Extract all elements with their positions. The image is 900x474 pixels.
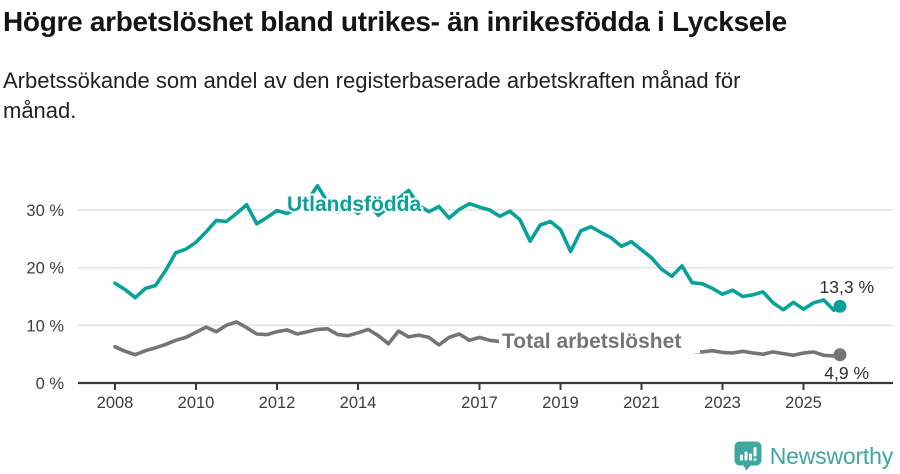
newsworthy-wordmark: Newsworthy <box>769 442 893 469</box>
x-axis-tick-label: 2017 <box>461 394 498 412</box>
series-end-dot-utlandsfodda <box>833 299 847 313</box>
x-axis-tick-label: 2025 <box>785 394 822 412</box>
chart-title: Högre arbetslöshet bland utrikes- än inr… <box>3 6 787 37</box>
y-axis-tick-label: 30 % <box>26 202 64 220</box>
x-axis-tick-label: 2023 <box>704 394 741 412</box>
series-label-mask <box>499 330 700 353</box>
x-axis-tick-label: 2019 <box>542 394 579 412</box>
x-axis-tick-label: 2008 <box>97 394 134 412</box>
end-value-label-utlandsfodda: 13,3 % <box>820 277 874 297</box>
chart-subtitle-line1: Arbetssökande som andel av den registerb… <box>3 68 741 93</box>
y-axis-tick-label: 10 % <box>26 317 64 335</box>
series-line-total-arbetsloshet <box>113 320 842 358</box>
series-line-utlandsfodda <box>113 184 842 313</box>
end-value-label-total: 4,9 % <box>824 363 869 383</box>
series-label-utlandsfodda: Utlandsfödda <box>287 193 421 216</box>
x-axis-tick-label: 2012 <box>259 394 296 412</box>
chart-subtitle-line2: månad. <box>3 98 77 123</box>
x-axis-tick-label: 2010 <box>178 394 215 412</box>
series-end-dot-total <box>833 348 847 362</box>
x-axis-tick-label: 2021 <box>623 394 660 412</box>
y-axis-tick-label: 20 % <box>26 260 64 278</box>
chart-subtitle: Arbetssökande som andel av den registerb… <box>3 66 863 126</box>
newsworthy-bubble-barchart-icon <box>734 441 762 471</box>
series-label-total-arbetsloshet: Total arbetslöshet <box>502 330 681 353</box>
x-axis-tick-label: 2014 <box>340 394 377 412</box>
y-axis-tick-label: 0 % <box>36 375 65 393</box>
newsworthy-logo: Newsworthy <box>734 440 893 472</box>
